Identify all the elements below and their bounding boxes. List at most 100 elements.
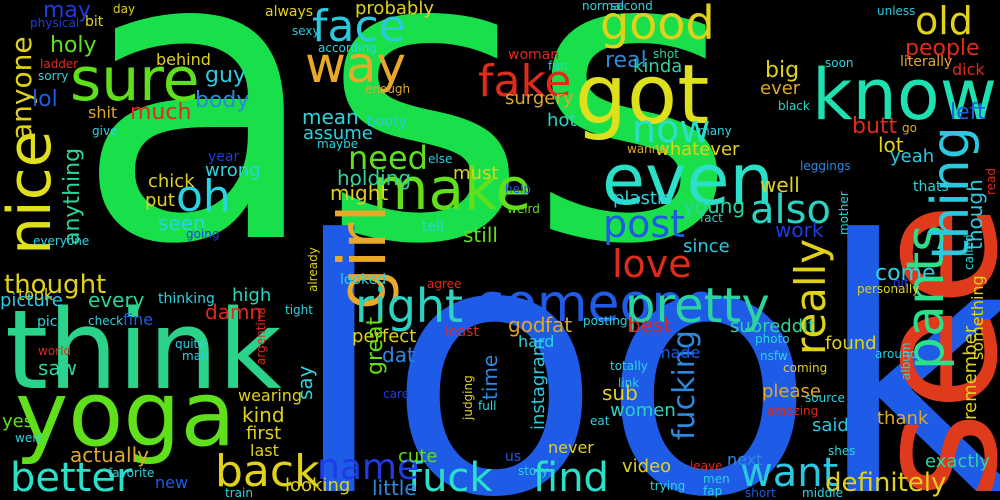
- word-cute: cute: [398, 446, 438, 467]
- word-pic: pic: [37, 314, 58, 330]
- word-sub: sub: [602, 381, 638, 405]
- word-kinda: kinda: [633, 56, 683, 77]
- word-dat: dat: [382, 343, 415, 367]
- word-second: second: [610, 0, 653, 13]
- word-way: way: [305, 36, 407, 94]
- word-fat: fat: [545, 313, 573, 337]
- word-care: care: [383, 387, 410, 401]
- word-instagram: instagram: [528, 338, 549, 430]
- word-put: put: [145, 190, 175, 211]
- word-mother: mother: [837, 191, 851, 235]
- word-eat: eat: [590, 414, 610, 428]
- word-much: much: [130, 100, 192, 125]
- word-already: already: [306, 247, 320, 292]
- word-damn: damn: [205, 300, 263, 324]
- word-yes: yes: [2, 411, 34, 432]
- word-year: year: [208, 149, 240, 165]
- word-everyone: everyone: [33, 234, 90, 248]
- word-oh: oh: [176, 171, 231, 222]
- word-hard: hard: [518, 332, 555, 351]
- word-world: world: [38, 344, 72, 358]
- word-help: help: [505, 182, 531, 196]
- word-booty: booty: [367, 114, 407, 130]
- word-short: short: [745, 486, 776, 500]
- word-went: went: [15, 431, 45, 445]
- word-give: give: [92, 124, 118, 138]
- word-picture: picture: [0, 290, 63, 311]
- word-agree: agree: [427, 277, 462, 291]
- word-name: name: [317, 447, 420, 488]
- word-need: need: [348, 139, 428, 177]
- word-next: next: [727, 450, 763, 469]
- word-must: must: [453, 163, 499, 184]
- word-made: made: [655, 343, 701, 362]
- word-big: big: [765, 58, 800, 83]
- word-wearing: wearing: [238, 386, 303, 405]
- word-ass: ass: [75, 0, 737, 332]
- word-unless: unless: [877, 4, 916, 18]
- word-dick: dick: [952, 60, 985, 79]
- word-sexy: sexy: [292, 24, 320, 38]
- word-called: called: [962, 234, 976, 270]
- word-subreddit: subreddit: [730, 316, 816, 337]
- word-men: men: [703, 472, 730, 486]
- word-work: work: [775, 218, 824, 242]
- word-ever: ever: [760, 78, 801, 99]
- word-high: high: [232, 285, 272, 306]
- word-sorry: sorry: [38, 69, 69, 83]
- word-assume: assume: [303, 123, 373, 144]
- word-seen: seen: [158, 211, 206, 235]
- word-real: real: [605, 48, 647, 73]
- word-never: never: [548, 438, 594, 457]
- word-black: black: [778, 99, 810, 113]
- word-plastic: plastic: [613, 188, 672, 209]
- word-sure: sure: [70, 45, 200, 115]
- word-thats: thats: [913, 179, 949, 195]
- word-thinking: thinking: [158, 291, 215, 307]
- word-hot: hot: [547, 110, 577, 131]
- word-saw: saw: [38, 356, 78, 380]
- word-shes: shes: [828, 444, 856, 458]
- word-wrong: wrong: [205, 160, 261, 181]
- word-us: us: [505, 449, 522, 465]
- word-coming: coming: [783, 361, 828, 375]
- word-gif: gif: [893, 276, 909, 290]
- word-personally: personally: [857, 282, 920, 296]
- word-old: old: [915, 0, 973, 43]
- word-go: go: [902, 121, 917, 135]
- word-still: still: [463, 223, 498, 247]
- word-back: back: [215, 446, 320, 497]
- word-holding: holding: [337, 166, 412, 190]
- word-normal: normal: [582, 0, 625, 13]
- word-fine: fine: [123, 310, 154, 329]
- word-something: something: [968, 275, 987, 360]
- word-know: know: [812, 54, 997, 136]
- word-lol: lol: [32, 87, 58, 112]
- word-according: according: [318, 41, 377, 55]
- word-leave: leave: [690, 459, 723, 473]
- word-middle: middle: [802, 486, 843, 500]
- word-ladder: ladder: [40, 57, 79, 71]
- word-god: god: [508, 313, 546, 337]
- word-said: said: [812, 415, 849, 436]
- word-video: video: [622, 456, 672, 477]
- word-around: around: [875, 347, 918, 361]
- word-young: young: [683, 194, 746, 218]
- word-surgery: surgery: [505, 88, 574, 109]
- word-looked: looked: [340, 272, 387, 288]
- word-train: train: [225, 486, 253, 500]
- word-people: people: [905, 36, 980, 61]
- word-good: good: [600, 0, 715, 50]
- word-probably: probably: [355, 0, 434, 19]
- word-lot: lot: [878, 133, 904, 157]
- word-little: little: [372, 476, 417, 500]
- word-story: story: [518, 464, 549, 478]
- word-fake: fake: [478, 56, 572, 107]
- word-someone: someone: [478, 274, 717, 334]
- word-face: face: [312, 1, 406, 52]
- word-favorite: favorite: [108, 466, 155, 480]
- word-read: read: [984, 167, 998, 195]
- word-also: also: [750, 187, 831, 233]
- word-now: now: [632, 107, 711, 151]
- word-guy: guy: [205, 63, 246, 88]
